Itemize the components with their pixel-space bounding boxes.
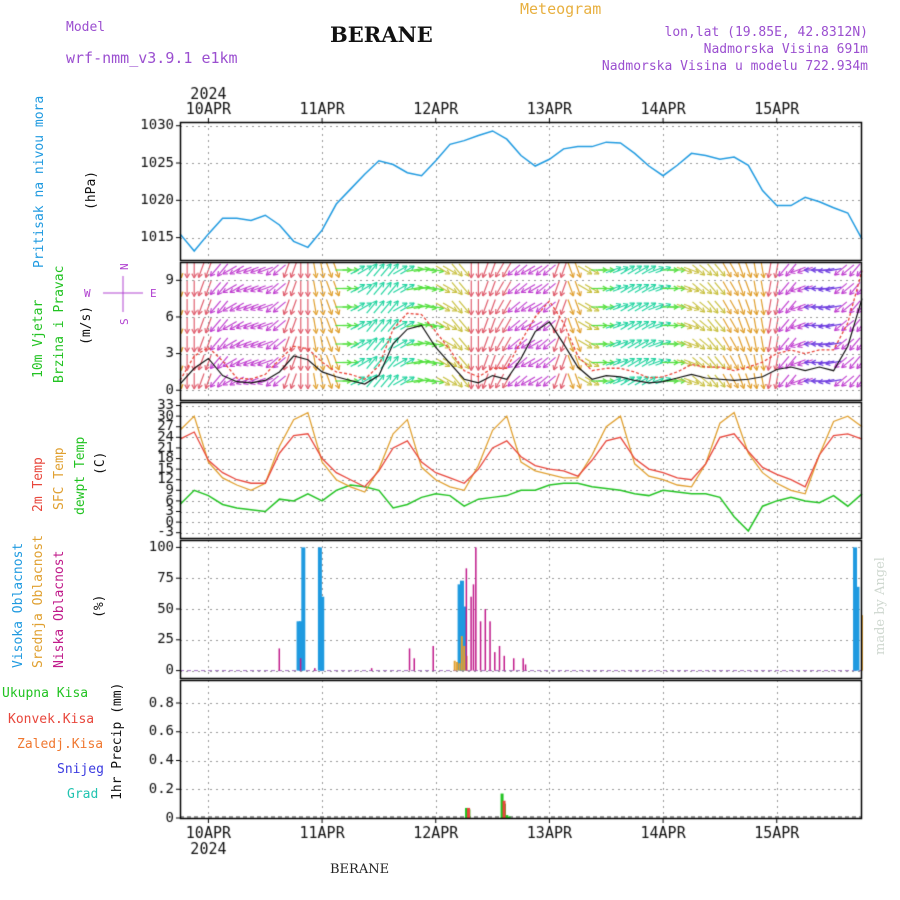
precip-legend-total: Ukupna Kisa	[2, 686, 89, 701]
model-elevation-text: Nadmorska Visina u modelu 722.934m	[601, 59, 868, 74]
model-label: Model	[66, 20, 106, 35]
pressure-unit: (hPa)	[84, 170, 99, 210]
precip-legend-graupel: Grad	[67, 787, 99, 802]
pressure-axis-title: Pritisak na nivou mora	[32, 95, 47, 268]
temp-axis-title-1: 2m Temp	[31, 457, 46, 512]
precip-legend-frozen: Zaledj.Kisa	[17, 737, 104, 752]
lonlat-text: lon,lat (19.85E, 42.8312N)	[664, 25, 869, 40]
wind-axis-title-1: 10m Vjetar	[31, 299, 46, 378]
wind-dir-w: W	[84, 287, 91, 300]
temp-axis-title-2: SFC Temp	[52, 447, 67, 510]
precip-legend-convective: Konvek.Kisa	[8, 712, 95, 727]
footer-station: BERANE	[330, 862, 390, 877]
precip-axis-title: 1hr Precip (mm)	[110, 682, 125, 800]
cloud-axis-title-high: Visoka Oblacnost	[11, 542, 26, 668]
temp-unit: (C)	[93, 451, 108, 475]
temp-axis-title-3: dewpt Temp	[73, 436, 88, 515]
wind-dir-e: E	[150, 287, 157, 300]
elevation-text: Nadmorska Visina 691m	[703, 42, 868, 57]
credit-text: made by Angel	[873, 557, 888, 655]
model-name: wrf-nmm_v3.9.1 e1km	[66, 49, 238, 67]
cloud-axis-title-mid: Srednja Oblacnost	[31, 534, 46, 668]
station-title: BERANE	[330, 22, 433, 47]
wind-dir-n: N	[118, 263, 131, 270]
meteogram-label: Meteogram	[520, 0, 602, 18]
wind-axis-title-2: Brzina i Pravac	[52, 265, 67, 383]
precip-legend-snow: Snijeg	[57, 762, 104, 777]
cloud-axis-title-low: Niska Oblacnost	[52, 550, 67, 668]
wind-unit: (m/s)	[79, 305, 94, 345]
wind-dir-s: S	[118, 318, 131, 325]
cloud-unit: (%)	[92, 594, 107, 618]
